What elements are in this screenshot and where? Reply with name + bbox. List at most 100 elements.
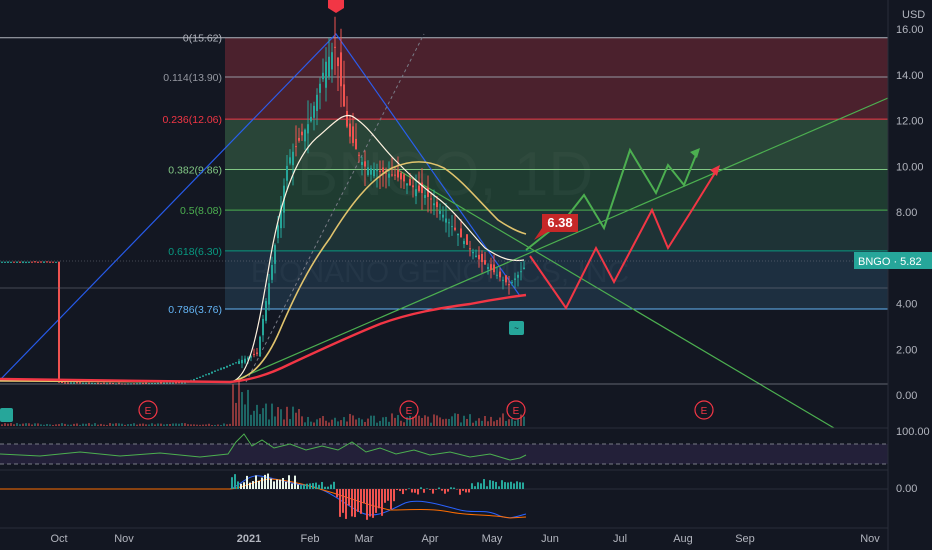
candle-body[interactable]: [28, 261, 30, 263]
time-axis[interactable]: Oct Nov 2021 Feb Mar Apr May Jun Jul Aug Sep Nov: [0, 527, 888, 545]
ma-medium-line[interactable]: [0, 161, 527, 383]
candle-body[interactable]: [292, 151, 294, 166]
candle-body[interactable]: [19, 261, 21, 263]
candle-body[interactable]: [244, 358, 246, 363]
candle-body[interactable]: [355, 138, 357, 150]
candle-body[interactable]: [22, 261, 24, 263]
candle-body[interactable]: [436, 201, 438, 208]
candle-body[interactable]: [295, 146, 297, 148]
candle-body[interactable]: [169, 382, 171, 384]
candle-body[interactable]: [418, 185, 420, 192]
candle-body[interactable]: [322, 72, 324, 80]
fibonacci-retracement[interactable]: 0(15.62) 0.114(13.90) 0.236(12.06) 0.382(9.…: [0, 33, 888, 316]
candle-body[interactable]: [298, 137, 300, 141]
candle-body[interactable]: [91, 382, 93, 384]
candle-body[interactable]: [481, 253, 483, 263]
bearish-forecast-path[interactable]: [529, 167, 719, 310]
bottom-marker-icon[interactable]: [509, 321, 524, 335]
rsi-pane[interactable]: [0, 433, 888, 465]
candle-body[interactable]: [235, 362, 237, 364]
descending-trend-line[interactable]: [397, 169, 835, 428]
candle-body[interactable]: [454, 227, 456, 230]
candle-body[interactable]: [523, 267, 525, 270]
candle-body[interactable]: [232, 363, 234, 365]
candle-body[interactable]: [313, 105, 315, 118]
ma-short-line[interactable]: [0, 114, 525, 383]
candle-body[interactable]: [400, 173, 402, 180]
candle-body[interactable]: [352, 126, 354, 143]
candle-body[interactable]: [337, 57, 339, 67]
candle-body[interactable]: [319, 83, 321, 93]
candle-body[interactable]: [142, 383, 144, 385]
candle-body[interactable]: [304, 129, 306, 142]
candle-body[interactable]: [241, 359, 243, 364]
candle-body[interactable]: [268, 283, 270, 305]
moving-averages[interactable]: [0, 114, 527, 384]
candle-body[interactable]: [205, 374, 207, 376]
target-price-callout[interactable]: 6.38: [534, 214, 578, 240]
candle-body[interactable]: [424, 195, 426, 198]
candle-body[interactable]: [16, 261, 18, 263]
candle-body[interactable]: [448, 222, 450, 224]
earnings-marker[interactable]: [399, 400, 419, 420]
candle-body[interactable]: [100, 383, 102, 385]
candle-body[interactable]: [331, 52, 333, 70]
candle-body[interactable]: [274, 245, 276, 264]
candle-body[interactable]: [289, 157, 291, 164]
candle-body[interactable]: [172, 382, 174, 384]
candle-body[interactable]: [472, 252, 474, 254]
candle-body[interactable]: [307, 124, 309, 134]
candle-body[interactable]: [37, 261, 39, 263]
candle-body[interactable]: [358, 154, 360, 156]
candle-body[interactable]: [217, 369, 219, 371]
candle-body[interactable]: [325, 61, 327, 88]
candle-body[interactable]: [259, 336, 261, 357]
candle-body[interactable]: [55, 261, 57, 263]
candle-body[interactable]: [427, 187, 429, 197]
candle-body[interactable]: [301, 131, 303, 136]
candle-body[interactable]: [271, 265, 273, 280]
candle-body[interactable]: [445, 218, 447, 223]
candle-body[interactable]: [286, 165, 288, 181]
bullish-forecast-path[interactable]: [525, 147, 699, 251]
candle-body[interactable]: [253, 354, 255, 356]
candle-body[interactable]: [256, 352, 258, 354]
candle-body[interactable]: [517, 274, 519, 278]
candle-body[interactable]: [409, 179, 411, 186]
candle-body[interactable]: [457, 233, 459, 236]
candle-body[interactable]: [349, 123, 351, 137]
candle-body[interactable]: [208, 373, 210, 375]
candle-body[interactable]: [415, 189, 417, 197]
candle-body[interactable]: [502, 279, 504, 281]
candle-body[interactable]: [25, 261, 27, 263]
candle-body[interactable]: [316, 94, 318, 111]
candle-body[interactable]: [184, 382, 186, 384]
candle-body[interactable]: [463, 241, 465, 245]
candle-body[interactable]: [4, 261, 6, 263]
candle-body[interactable]: [220, 368, 222, 370]
candle-body[interactable]: [388, 173, 390, 178]
macd-pane[interactable]: [0, 473, 888, 520]
candle-body[interactable]: [70, 382, 72, 384]
candle-body[interactable]: [397, 170, 399, 178]
candle-body[interactable]: [451, 226, 453, 228]
left-marker-icon[interactable]: [0, 408, 13, 422]
candle-body[interactable]: [439, 210, 441, 214]
triangle-pattern-lines[interactable]: [0, 33, 521, 381]
candle-body[interactable]: [391, 174, 393, 176]
candle-body[interactable]: [514, 278, 516, 280]
ma-long-line[interactable]: [0, 293, 527, 384]
candle-body[interactable]: [442, 214, 444, 218]
candle-body[interactable]: [49, 261, 51, 263]
candle-body[interactable]: [13, 261, 15, 263]
candle-body[interactable]: [328, 56, 330, 77]
candle-body[interactable]: [466, 234, 468, 245]
candle-body[interactable]: [94, 383, 96, 385]
candle-body[interactable]: [193, 379, 195, 381]
candle-body[interactable]: [211, 371, 213, 374]
candle-body[interactable]: [403, 174, 405, 182]
candle-body[interactable]: [103, 382, 105, 384]
candle-body[interactable]: [112, 383, 114, 385]
candle-body[interactable]: [148, 383, 150, 385]
candle-body[interactable]: [154, 382, 156, 384]
